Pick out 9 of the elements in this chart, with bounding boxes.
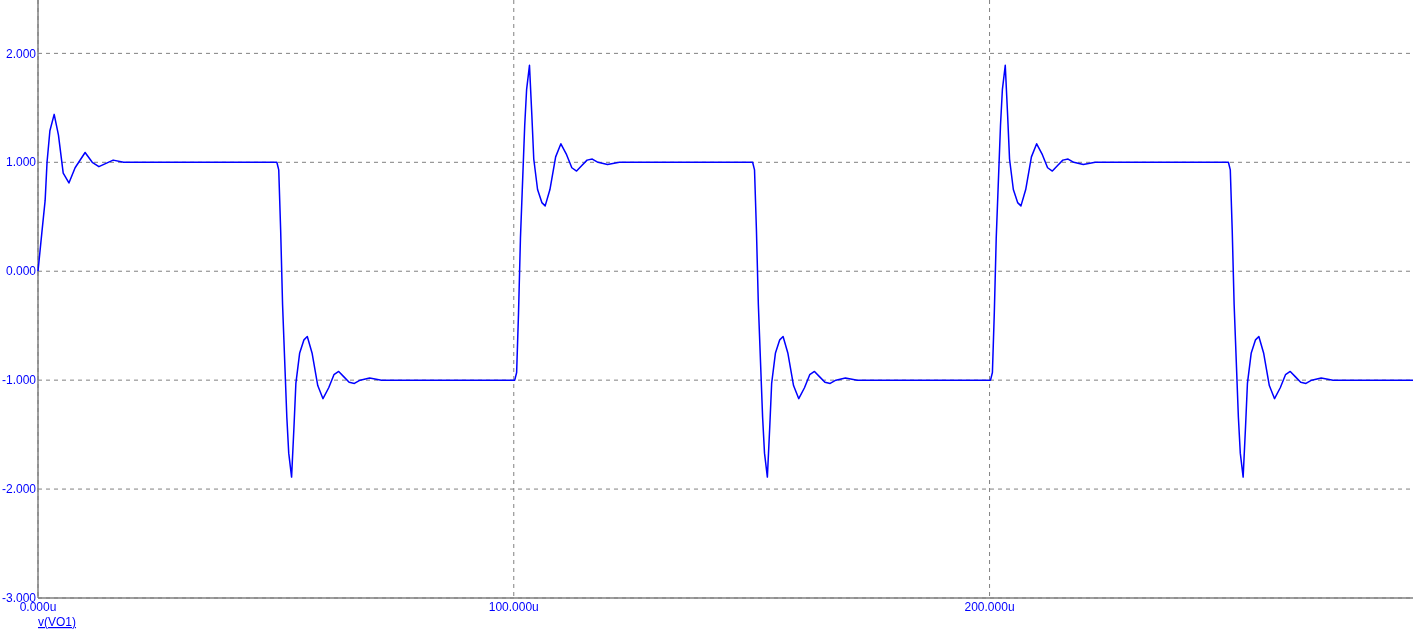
y-tick-label: 1.000 [5, 155, 37, 170]
x-tick-label: 100.000u [488, 600, 539, 614]
y-tick-label: -2.000 [1, 482, 37, 497]
y-tick-label: -1.000 [1, 373, 37, 388]
text: v(VO1) [38, 615, 77, 629]
y-tick-label: 0.000 [5, 264, 37, 279]
y-tick-label: 2.000 [5, 46, 37, 61]
x-tick-label: 200.000u [964, 600, 1015, 614]
line-series [37, 64, 1414, 478]
